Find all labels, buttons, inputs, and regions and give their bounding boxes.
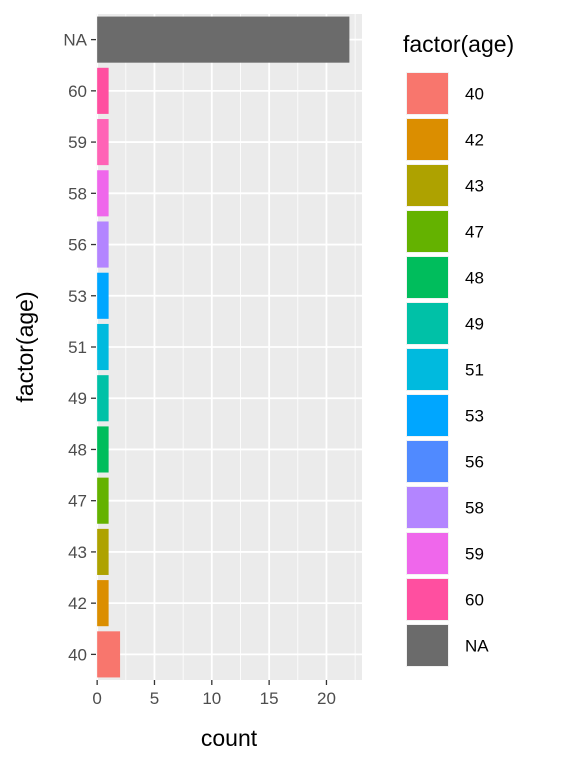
bar-60: [97, 67, 109, 114]
x-tick-label: 10: [202, 689, 221, 708]
x-axis-title: count: [201, 725, 258, 751]
legend-label: 49: [465, 315, 484, 334]
legend-key-43: [407, 165, 448, 206]
legend-label: 59: [465, 545, 484, 564]
y-tick-label: 48: [68, 440, 87, 459]
y-tick-label: 43: [68, 543, 87, 562]
legend-label: 53: [465, 407, 484, 426]
legend-label: 47: [465, 223, 484, 242]
bar-53: [97, 272, 109, 319]
bar-48: [97, 426, 109, 473]
x-axis: 0 5 10 15 20: [92, 680, 336, 708]
y-tick-label: 40: [68, 645, 87, 664]
legend-key-59: [407, 533, 448, 574]
bar-na: [97, 16, 350, 63]
bar-47: [97, 477, 109, 524]
legend-label: 48: [465, 269, 484, 288]
legend-key-60: [407, 579, 448, 620]
x-tick-label: 5: [150, 689, 159, 708]
legend-label: 43: [465, 177, 484, 196]
x-tick-label: 20: [317, 689, 336, 708]
y-axis: 40 42 43 47 48 49 51 53 56 58 59 60 NA: [63, 31, 96, 664]
legend: factor(age) 40 42 43 47 48 49 51 53 56 58 59 60 NA: [403, 31, 514, 667]
legend-label: 42: [465, 131, 484, 150]
legend-label: NA: [465, 637, 489, 656]
y-tick-label: 47: [68, 492, 87, 511]
bar-43: [97, 528, 109, 575]
y-tick-label: 51: [68, 338, 87, 357]
y-axis-title: factor(age): [12, 291, 38, 402]
bar-40: [97, 631, 121, 678]
y-tick-label: 59: [68, 133, 87, 152]
legend-key-49: [407, 303, 448, 344]
legend-key-51: [407, 349, 448, 390]
bar-56: [97, 221, 109, 268]
legend-key-53: [407, 395, 448, 436]
x-tick-label: 0: [92, 689, 101, 708]
y-tick-label: 49: [68, 389, 87, 408]
legend-key-47: [407, 211, 448, 252]
legend-key-48: [407, 257, 448, 298]
legend-key-56: [407, 441, 448, 482]
bar-58: [97, 170, 109, 217]
legend-label: 60: [465, 591, 484, 610]
legend-label: 58: [465, 499, 484, 518]
bar-51: [97, 323, 109, 371]
legend-label: 51: [465, 361, 484, 380]
legend-key-58: [407, 487, 448, 528]
legend-key-42: [407, 119, 448, 160]
bar-59: [97, 119, 109, 166]
y-tick-label: 58: [68, 184, 87, 203]
y-tick-label: NA: [63, 31, 87, 50]
legend-label: 56: [465, 453, 484, 472]
legend-label: 40: [465, 85, 484, 104]
y-tick-label: 56: [68, 236, 87, 255]
bars: [97, 16, 350, 678]
y-tick-label: 42: [68, 594, 87, 613]
x-tick-label: 15: [260, 689, 279, 708]
y-tick-label: 53: [68, 287, 87, 306]
bar-42: [97, 580, 109, 627]
legend-title: factor(age): [403, 31, 514, 57]
legend-items: 40 42 43 47 48 49 51 53 56 58 59 60 NA: [406, 72, 489, 667]
y-tick-label: 60: [68, 82, 87, 101]
bar-49: [97, 375, 109, 422]
legend-key-40: [407, 73, 448, 114]
legend-key-na: [407, 625, 448, 666]
